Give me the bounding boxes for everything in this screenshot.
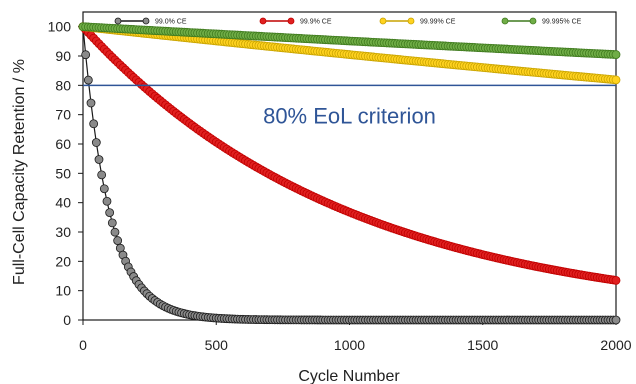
data-point: [83, 75, 93, 85]
data-point: [102, 196, 112, 206]
y-axis-title: Full-Cell Capacity Retention / %: [11, 59, 28, 285]
eol-reference: 80% EoL criterion: [83, 84, 616, 128]
data-point: [611, 275, 621, 285]
legend-label: 99.995% CE: [542, 19, 582, 26]
series-99-0-ce: [78, 22, 621, 325]
data-point: [99, 184, 109, 194]
x-tick-label: 0: [79, 337, 87, 353]
legend-marker: [142, 17, 150, 25]
legend: 99.0% CE 99.9% CE 99.99% CE 99.995% CE: [114, 17, 582, 26]
y-tick-label: 20: [55, 253, 71, 269]
data-point: [86, 98, 96, 108]
series-99-9-ce: [78, 22, 621, 285]
y-tick-label: 60: [55, 136, 71, 152]
legend-label: 99.0% CE: [155, 19, 187, 26]
legend-marker: [501, 17, 509, 25]
y-tick-label: 100: [48, 19, 72, 35]
legend-label: 99.9% CE: [300, 19, 332, 26]
y-tick-label: 70: [55, 107, 71, 123]
x-tick-label: 500: [205, 337, 229, 353]
data-point: [97, 170, 107, 180]
data-point: [107, 218, 117, 228]
x-axis-title: Cycle Number: [298, 368, 400, 384]
data-point: [94, 155, 104, 164]
x-tick-label: 2000: [600, 337, 631, 353]
y-tick-label: 0: [63, 312, 71, 328]
data-point: [611, 75, 621, 85]
y-tick-label: 40: [55, 195, 71, 211]
eol-criterion-label: 80% EoL criterion: [263, 103, 436, 128]
y-tick-label: 10: [55, 283, 71, 299]
data-point: [611, 315, 621, 325]
y-tick-label: 30: [55, 224, 71, 240]
x-tick-label: 1500: [467, 337, 498, 353]
data-point: [611, 50, 621, 59]
data-point: [89, 119, 99, 129]
data-point: [105, 208, 115, 218]
legend-marker: [379, 17, 387, 25]
data-point: [113, 236, 123, 245]
legend-marker: [287, 17, 295, 25]
legend-marker: [259, 17, 267, 25]
y-tick-label: 80: [55, 77, 71, 93]
legend-label: 99.99% CE: [420, 19, 456, 26]
plot-series: [78, 22, 621, 325]
legend-marker: [114, 17, 122, 25]
legend-marker: [407, 17, 415, 25]
data-point: [110, 227, 120, 237]
y-tick-label: 90: [55, 48, 71, 64]
x-tick-label: 1000: [334, 337, 365, 353]
series-99-995-ce: [78, 22, 621, 59]
series-line: [82, 26, 617, 281]
y-tick-label: 50: [55, 165, 71, 181]
legend-marker: [529, 17, 537, 25]
data-point: [81, 50, 91, 60]
data-point: [91, 138, 101, 147]
